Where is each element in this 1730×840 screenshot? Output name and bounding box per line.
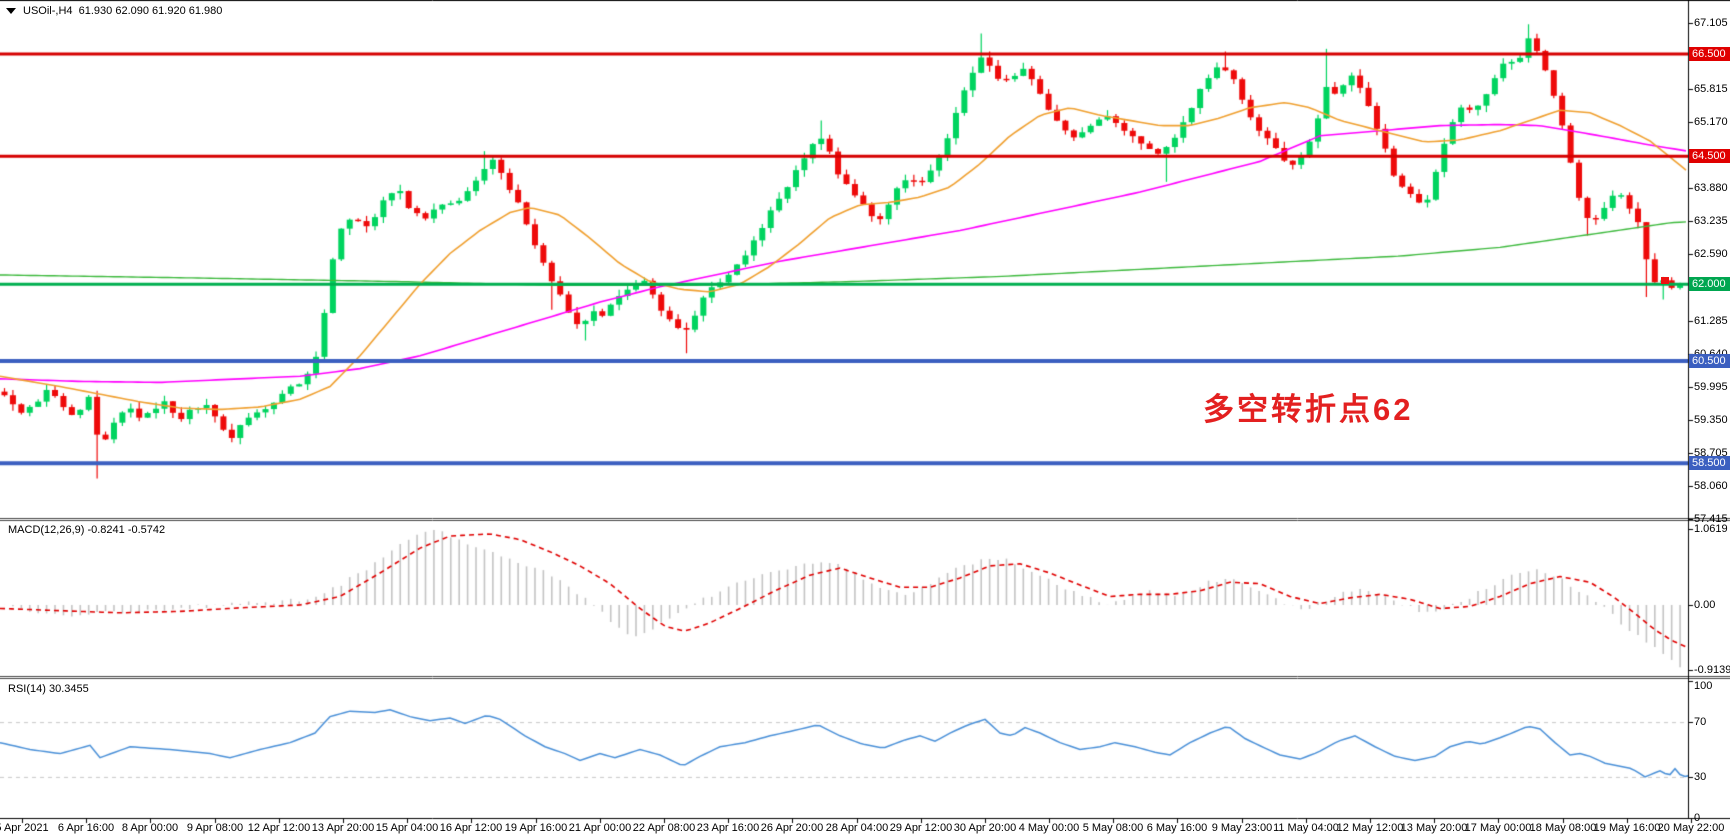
macd-tick-label: 1.0619	[1694, 523, 1728, 535]
macd-indicator-label: MACD(12,26,9) -0.8241 -0.5742	[8, 524, 166, 536]
ohlc-values: 61.930 62.090 61.920 61.980	[78, 5, 223, 17]
price-tick-label: 59.995	[1694, 381, 1728, 393]
time-tick-label: 26 Apr 20:00	[760, 822, 824, 834]
rsi-indicator-label: RSI(14) 30.3455	[8, 683, 89, 695]
macd-tick-label: 0.00	[1694, 599, 1716, 611]
time-tick-label: 4 May 00:00	[1018, 822, 1080, 834]
time-tick-label: 9 Apr 08:00	[186, 822, 244, 834]
chart-header: USOil-,H4 61.930 62.090 61.920 61.980	[6, 4, 222, 18]
time-tick-label: 16 Apr 12:00	[439, 822, 503, 834]
time-tick-label: 28 Apr 04:00	[825, 822, 889, 834]
level-badge-58.500[interactable]: 58.500	[1689, 456, 1730, 470]
time-tick-label: 29 Apr 12:00	[889, 822, 953, 834]
symbol-period-label: USOil-,H4	[23, 5, 73, 17]
time-tick-label: 11 May 04:00	[1273, 822, 1339, 834]
time-tick-label: 12 May 12:00	[1336, 822, 1404, 834]
time-tick-label: 17 May 00:00	[1464, 822, 1532, 834]
level-badge-60.500[interactable]: 60.500	[1689, 354, 1730, 368]
macd-tick-label: -0.9139	[1694, 664, 1730, 676]
price-tick-label: 65.815	[1694, 83, 1728, 95]
time-tick-label: 23 Apr 16:00	[696, 822, 760, 834]
time-tick-label: 9 May 23:00	[1211, 822, 1273, 834]
rsi-tick-label: 30	[1694, 771, 1707, 783]
time-tick-label: 15 Apr 04:00	[375, 822, 439, 834]
time-tick-label: 20 May 22:00	[1657, 822, 1725, 834]
time-tick-label: 5 May 08:00	[1082, 822, 1144, 834]
rsi-tick-label: 70	[1694, 716, 1707, 728]
time-tick-label: 5 Apr 2021	[0, 822, 49, 834]
last-price-marker	[1661, 277, 1669, 284]
time-tick-label: 6 Apr 16:00	[57, 822, 115, 834]
price-tick-label: 67.105	[1694, 17, 1728, 29]
rsi-tick-label: 100	[1694, 680, 1713, 692]
time-tick-label: 13 Apr 20:00	[311, 822, 375, 834]
price-tick-label: 65.170	[1694, 116, 1728, 128]
time-tick-label: 8 Apr 00:00	[121, 822, 179, 834]
price-tick-label: 57.415	[1694, 513, 1728, 525]
rsi-tick-label: 0	[1694, 812, 1701, 824]
level-badge-64.500[interactable]: 64.500	[1689, 149, 1730, 163]
time-tick-label: 21 Apr 00:00	[568, 822, 632, 834]
time-tick-label: 30 Apr 20:00	[953, 822, 1017, 834]
chevron-down-icon[interactable]	[6, 8, 16, 14]
price-tick-label: 61.285	[1694, 315, 1728, 327]
time-tick-label: 22 Apr 08:00	[632, 822, 696, 834]
time-tick-label: 12 Apr 12:00	[247, 822, 311, 834]
price-tick-label: 58.060	[1694, 480, 1728, 492]
price-tick-label: 62.590	[1694, 248, 1728, 260]
time-tick-label: 13 May 20:00	[1400, 822, 1468, 834]
level-badge-66.500[interactable]: 66.500	[1689, 47, 1730, 61]
time-tick-label: 18 May 08:00	[1529, 822, 1597, 834]
time-tick-label: 6 May 16:00	[1146, 822, 1208, 834]
price-tick-label: 63.235	[1694, 215, 1728, 227]
level-badge-62.000[interactable]: 62.000	[1689, 277, 1730, 291]
price-tick-label: 63.880	[1694, 182, 1728, 194]
price-tick-label: 59.350	[1694, 414, 1728, 426]
bull-bear-turning-point-annotation[interactable]: 多空转折点62	[1203, 392, 1414, 427]
time-tick-label: 19 Apr 16:00	[504, 822, 568, 834]
time-tick-label: 19 May 16:00	[1593, 822, 1661, 834]
